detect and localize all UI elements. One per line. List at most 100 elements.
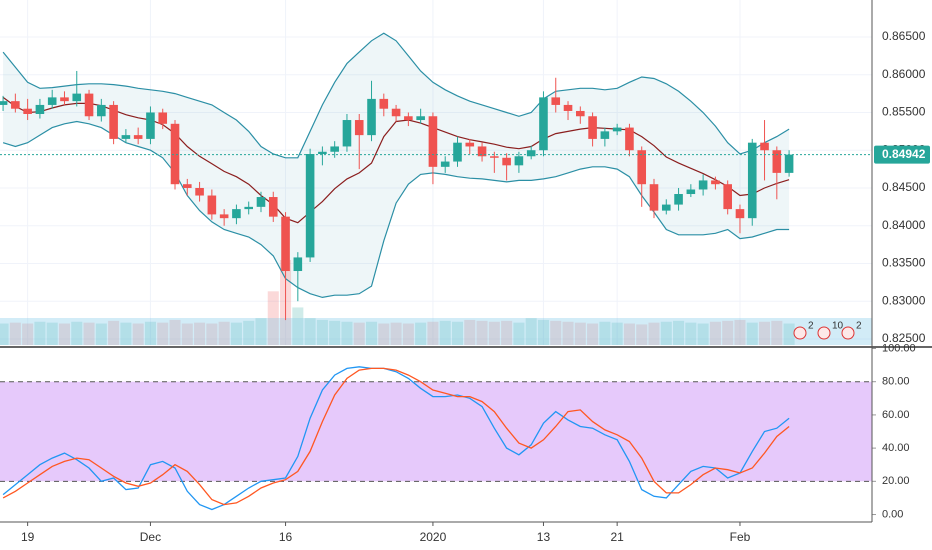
candle-body xyxy=(711,180,720,185)
volume-bar xyxy=(218,321,230,345)
volume-bar xyxy=(488,321,500,345)
candle-body xyxy=(121,135,131,139)
volume-bar xyxy=(378,323,390,345)
candle-body xyxy=(686,189,696,195)
y-tick-label: 0.85500 xyxy=(882,105,926,119)
candle-body xyxy=(735,209,745,219)
y-tick-label: 0.86000 xyxy=(882,67,926,81)
candle-body xyxy=(219,214,229,219)
candle-body xyxy=(649,184,659,211)
candle-body xyxy=(760,142,769,151)
candle-body xyxy=(563,104,573,111)
volume-bar xyxy=(562,321,574,345)
candle-body xyxy=(342,120,352,147)
bollinger-lower xyxy=(2,120,790,299)
volume-bar xyxy=(181,323,193,345)
candle-body xyxy=(698,180,708,190)
volume-bar xyxy=(243,320,255,345)
event-label: 2 xyxy=(856,321,862,332)
candle-body xyxy=(784,154,794,173)
candle-body xyxy=(305,154,315,258)
candle-body xyxy=(661,204,671,211)
candle-body xyxy=(526,150,536,157)
candle-body xyxy=(747,142,757,219)
volume-bar xyxy=(746,322,758,345)
volume-bar xyxy=(513,322,525,345)
candle-body xyxy=(367,98,376,136)
volume-bar xyxy=(365,321,378,345)
y-tick-label: 0.82500 xyxy=(882,331,926,345)
candle-body xyxy=(539,97,548,151)
candle-body xyxy=(195,187,204,196)
candle-body xyxy=(723,184,732,210)
candle-body xyxy=(11,101,20,109)
x-tick-label: 19 xyxy=(21,530,35,544)
candle-body xyxy=(502,157,511,166)
last-price-label: 0.84942 xyxy=(882,147,926,161)
event-marker xyxy=(817,326,831,340)
volume-bar xyxy=(464,319,476,345)
volume-bar xyxy=(722,320,734,345)
volume-bar xyxy=(623,323,635,345)
x-tick-label: Feb xyxy=(730,530,751,544)
volume-bar xyxy=(230,322,242,345)
y-tick-label: 0.00 xyxy=(882,508,903,520)
volume-bar xyxy=(120,322,132,345)
candle-body xyxy=(232,209,241,219)
stoch-band-fill xyxy=(0,381,872,482)
candle-body xyxy=(428,116,438,167)
candle-body xyxy=(158,112,168,124)
volume-bar xyxy=(709,321,721,345)
x-tick-label: 13 xyxy=(537,530,551,544)
x-tick-label: 21 xyxy=(610,530,624,544)
candle-body xyxy=(612,127,622,132)
volume-bar xyxy=(316,319,328,345)
volume-bar xyxy=(574,322,586,345)
candle-body xyxy=(404,116,413,121)
candle-body xyxy=(637,150,647,185)
volume-bar xyxy=(132,323,144,345)
candle-body xyxy=(490,156,499,158)
candle-body xyxy=(47,97,57,105)
y-tick-label: 20.00 xyxy=(882,475,910,487)
candle-body xyxy=(133,135,143,139)
candle-body xyxy=(293,257,303,272)
y-tick-label: 0.83500 xyxy=(882,256,926,270)
volume-bar xyxy=(550,320,562,345)
volume-bar xyxy=(525,318,537,345)
candle-body xyxy=(256,197,266,207)
volume-bar xyxy=(353,322,365,345)
x-tick-label: 16 xyxy=(279,530,293,544)
y-tick-label: 100.00 xyxy=(882,342,916,354)
volume-bar xyxy=(95,323,107,345)
candle-body xyxy=(72,93,82,102)
volume-bar xyxy=(22,323,34,345)
volume-bar xyxy=(144,321,156,345)
x-tick-label: Dec xyxy=(140,530,161,544)
candle-body xyxy=(477,146,487,157)
candle-body xyxy=(551,97,561,105)
volume-bar xyxy=(292,307,304,345)
candle-body xyxy=(281,216,290,272)
candle-body xyxy=(0,101,8,105)
candle-body xyxy=(772,150,782,173)
candle-body xyxy=(23,108,32,114)
volume-bar xyxy=(734,319,746,345)
candle-body xyxy=(97,104,106,117)
candle-body xyxy=(330,146,339,152)
candle-body xyxy=(146,112,155,139)
volume-bar xyxy=(537,319,549,345)
candle-body xyxy=(465,142,475,147)
candle-body xyxy=(674,194,683,205)
volume-bar xyxy=(169,319,181,345)
volume-bar xyxy=(427,321,439,345)
volume-bar xyxy=(341,321,353,345)
candle-body xyxy=(453,142,462,162)
candle-body xyxy=(600,131,610,139)
candle-body xyxy=(318,151,327,155)
volume-bar xyxy=(697,323,709,345)
volume-bar xyxy=(599,321,611,345)
volume-bar xyxy=(587,323,599,345)
candle-body xyxy=(60,97,69,102)
volume-bar xyxy=(58,323,71,345)
